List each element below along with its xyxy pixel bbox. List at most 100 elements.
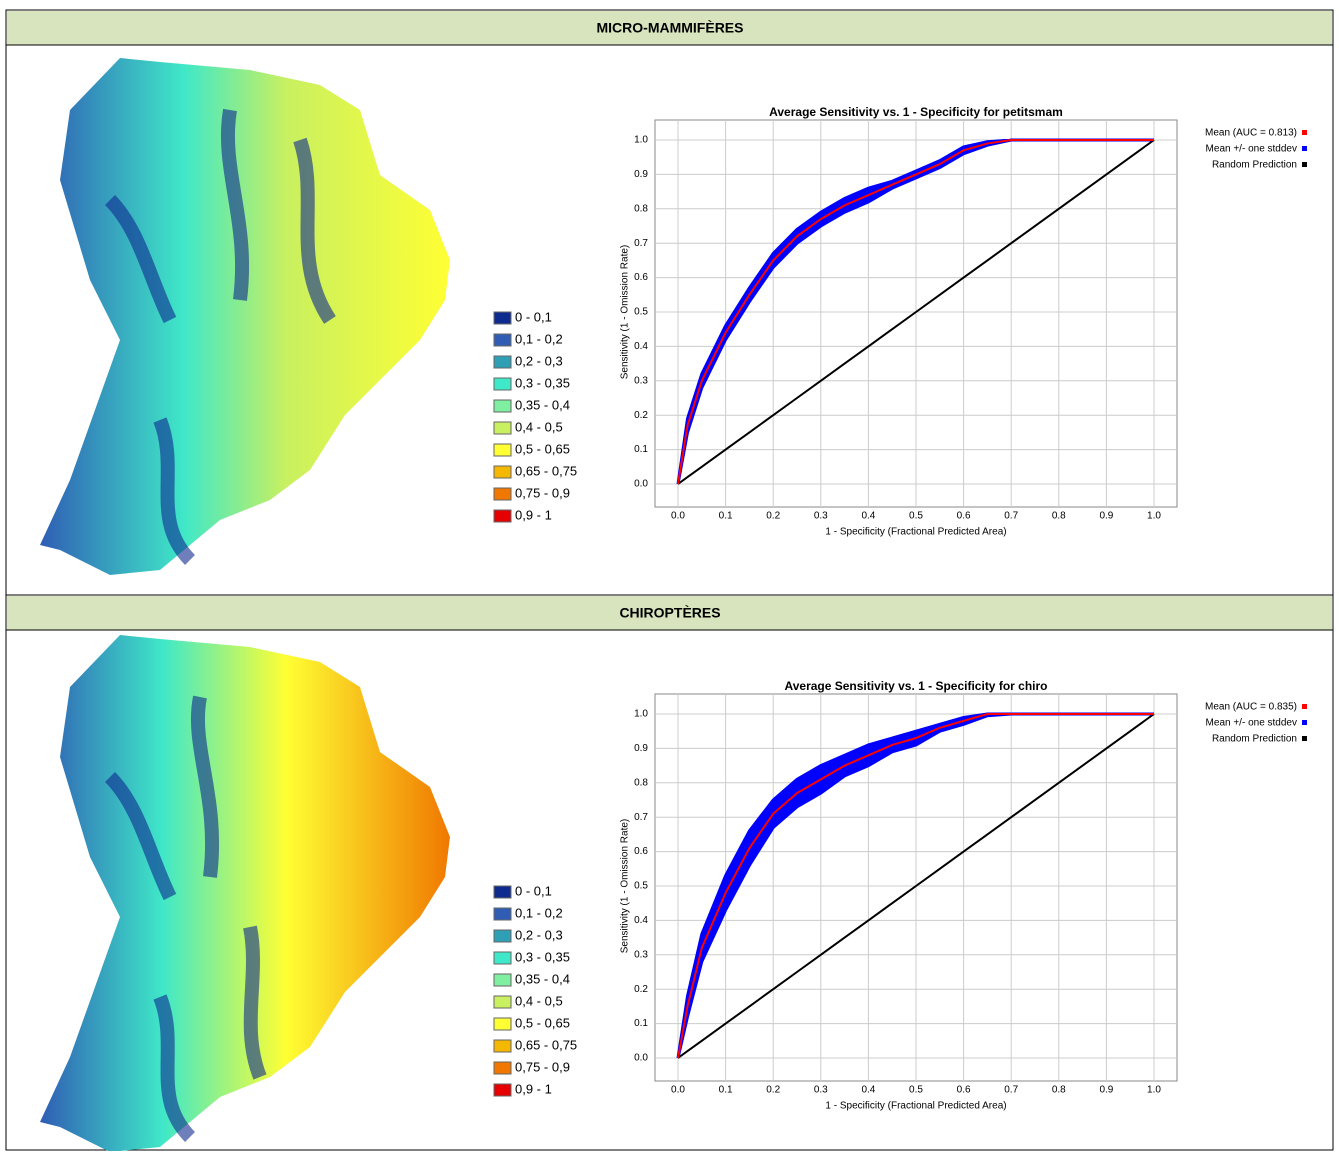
x-tick-label: 0.4: [861, 1085, 875, 1096]
x-tick-label: 0.7: [1004, 1085, 1018, 1096]
band: [676, 712, 1154, 1059]
legend-swatch: [493, 311, 512, 325]
x-tick-label: 0.3: [814, 511, 828, 522]
y-tick-label: 0.8: [634, 203, 648, 214]
legend-swatch: [493, 487, 512, 501]
x-tick-label: 0.8: [1052, 511, 1066, 522]
y-tick-label: 0.9: [634, 169, 648, 180]
x-tick-label: 0.5: [909, 1085, 923, 1096]
x-tick-label: 0.9: [1099, 511, 1113, 522]
y-tick-label: 0.0: [634, 479, 648, 490]
y-tick-label: 0.5: [634, 881, 648, 892]
legend-swatch: [493, 1017, 512, 1031]
x-tick-label: 0.8: [1052, 1085, 1066, 1096]
legend-label: 0,2 - 0,3: [515, 927, 563, 942]
y-axis-title: Sensitivity (1 - Omission Rate): [620, 819, 631, 953]
legend-swatch: [493, 421, 512, 435]
legend-label: Random Prediction: [1212, 160, 1297, 171]
legend-label: 0,35 - 0,4: [515, 397, 570, 412]
x-tick-label: 0.6: [957, 511, 971, 522]
legend-label: 0 - 0,1: [515, 883, 552, 898]
legend-label: 0,65 - 0,75: [515, 463, 577, 478]
x-tick-label: 1.0: [1147, 1085, 1161, 1096]
y-tick-label: 0.3: [634, 949, 648, 960]
legend-label: 0,9 - 1: [515, 507, 552, 522]
legend-swatch: [493, 443, 512, 457]
legend-label: 0,4 - 0,5: [515, 419, 563, 434]
y-tick-label: 0.4: [634, 915, 648, 926]
legend-swatch: [493, 1039, 512, 1053]
legend-swatch: [493, 973, 512, 987]
legend-label: 0,1 - 0,2: [515, 331, 563, 346]
header-bg: [7, 596, 1332, 630]
legend-label: 0,5 - 0,65: [515, 1015, 570, 1030]
legend-swatch: [493, 885, 512, 899]
x-tick-label: 0.4: [861, 511, 875, 522]
y-tick-label: 0.8: [634, 777, 648, 788]
legend-label: 0,75 - 0,9: [515, 485, 570, 500]
y-tick-label: 0.6: [634, 272, 648, 283]
y-tick-label: 0.0: [634, 1053, 648, 1064]
line: [677, 713, 1155, 1059]
y-tick-label: 0.2: [634, 410, 648, 421]
legend-swatch: [1302, 162, 1307, 167]
legend-swatch: [493, 377, 512, 391]
legend-swatch: [1302, 130, 1307, 135]
y-tick-label: 1.0: [634, 709, 648, 720]
x-axis-title: 1 - Specificity (Fractional Predicted Ar…: [825, 527, 1006, 538]
x-tick-label: 0.6: [957, 1085, 971, 1096]
legend-swatch: [1302, 146, 1307, 151]
y-axis-title: Sensitivity (1 - Omission Rate): [620, 245, 631, 379]
x-tick-label: 0.9: [1099, 1085, 1113, 1096]
section-title: CHIROPTÈRES: [619, 605, 720, 621]
x-tick-label: 0.0: [671, 511, 685, 522]
x-tick-label: 0.2: [766, 1085, 780, 1096]
legend-label: 0 - 0,1: [515, 309, 552, 324]
line: [677, 139, 1154, 485]
y-tick-label: 0.4: [634, 341, 648, 352]
x-tick-label: 0.1: [719, 511, 733, 522]
legend-label: Mean +/- one stddev: [1206, 718, 1297, 729]
x-tick-label: 0.0: [671, 1085, 685, 1096]
legend-label: 0,65 - 0,75: [515, 1037, 577, 1052]
band: [676, 138, 1154, 485]
legend-label: 0,2 - 0,3: [515, 353, 563, 368]
x-tick-label: 1.0: [1147, 511, 1161, 522]
legend-label: 0,75 - 0,9: [515, 1059, 570, 1074]
legend-swatch: [493, 907, 512, 921]
legend-swatch: [493, 355, 512, 369]
x-axis-title: 1 - Specificity (Fractional Predicted Ar…: [825, 1101, 1006, 1112]
y-tick-label: 0.2: [634, 984, 648, 995]
y-tick-label: 0.1: [634, 1018, 648, 1029]
legend-label: 0,4 - 0,5: [515, 993, 563, 1008]
legend-label: 0,35 - 0,4: [515, 971, 570, 986]
legend-swatch: [493, 1061, 512, 1075]
header-bg: [7, 11, 1332, 45]
legend-label: 0,5 - 0,65: [515, 441, 570, 456]
legend-label: 0,1 - 0,2: [515, 905, 563, 920]
x-tick-label: 0.1: [719, 1085, 733, 1096]
chart-title: Average Sensitivity vs. 1 - Specificity …: [785, 679, 1048, 693]
legend-swatch: [493, 333, 512, 347]
line: [677, 713, 1154, 1059]
legend-swatch: [1302, 704, 1307, 709]
legend-swatch: [493, 951, 512, 965]
y-tick-label: 0.7: [634, 238, 648, 249]
x-tick-label: 0.3: [814, 1085, 828, 1096]
y-tick-label: 0.7: [634, 812, 648, 823]
section-title: MICRO-MAMMIFÈRES: [597, 20, 744, 36]
table-border: [5, 9, 1334, 1151]
y-tick-label: 0.1: [634, 444, 648, 455]
legend-label: Random Prediction: [1212, 734, 1297, 745]
legend-swatch: [493, 509, 512, 523]
legend-label: Mean (AUC = 0.813): [1205, 128, 1297, 139]
line: [677, 139, 1155, 485]
legend-label: Mean (AUC = 0.835): [1205, 702, 1297, 713]
legend-swatch: [493, 1083, 512, 1097]
y-tick-label: 0.6: [634, 846, 648, 857]
legend-swatch: [1302, 736, 1307, 741]
legend-label: 0,3 - 0,35: [515, 375, 570, 390]
y-tick-label: 1.0: [634, 135, 648, 146]
legend-swatch: [493, 399, 512, 413]
